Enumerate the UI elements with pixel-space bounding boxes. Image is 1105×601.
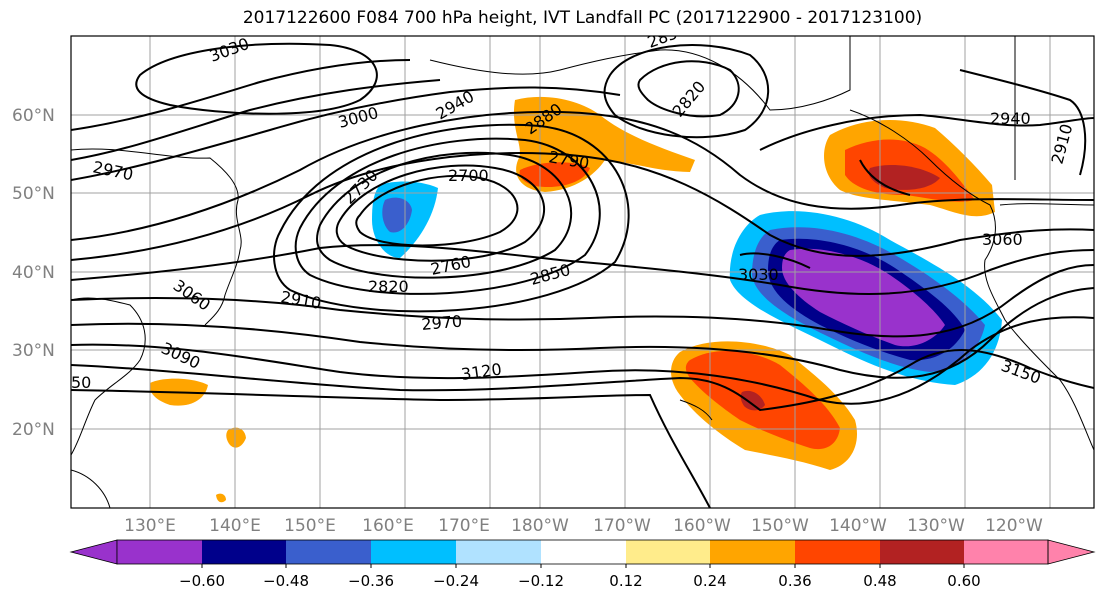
colorbar-segment <box>710 540 795 564</box>
map-frame <box>70 35 1095 509</box>
colorbar-segment <box>541 540 626 564</box>
lat-label: 30°N <box>12 341 55 361</box>
colorbar-extend-right <box>1047 539 1096 565</box>
lon-label: 120°W <box>985 516 1043 536</box>
lon-label: 180°W <box>511 516 569 536</box>
colorbar-segment <box>795 540 880 564</box>
lat-label: 50°N <box>12 184 55 204</box>
ivt-shading <box>149 96 1002 503</box>
colorbar-tick: 0.12 <box>609 572 642 590</box>
contour-label: 2940 <box>990 109 1031 128</box>
lon-label: 150°W <box>751 516 809 536</box>
colorbar-segment <box>964 540 1048 564</box>
colorbar-segment <box>286 540 371 564</box>
shade-hawaii-red <box>685 350 840 450</box>
colorbar-tick: 0.48 <box>863 572 896 590</box>
lat-label: 40°N <box>12 263 55 283</box>
colorbar-segment <box>456 540 541 564</box>
lon-label: 170°E <box>438 516 490 536</box>
colorbar-segment <box>626 540 710 564</box>
colorbar-segment <box>117 540 202 564</box>
lon-label: 140°W <box>829 516 887 536</box>
latitude-labels: 60°N 50°N 40°N 30°N 20°N <box>12 106 55 440</box>
colorbar-tick: 0.24 <box>693 572 726 590</box>
lon-label: 160°W <box>673 516 731 536</box>
shade-west-tiny <box>216 493 226 503</box>
colorbar-tick: −0.24 <box>433 572 479 590</box>
colorbar-tick: −0.12 <box>518 572 564 590</box>
map-title: 2017122600 F084 700 hPa height, IVT Land… <box>242 8 923 28</box>
contour-label: 2820 <box>368 277 409 296</box>
lat-label: 60°N <box>12 106 55 126</box>
coastlines <box>71 36 1094 508</box>
contour-label: 50 <box>71 373 91 392</box>
shade-west-small <box>226 427 246 448</box>
longitude-labels: 130°E 140°E 150°E 160°E 170°E 180°W 170°… <box>124 516 1043 536</box>
lat-label: 20°N <box>12 420 55 440</box>
colorbar-tick: −0.48 <box>263 572 309 590</box>
colorbar-tick: −0.36 <box>348 572 394 590</box>
contour-label: 2970 <box>421 312 463 334</box>
colorbar-tick: −0.60 <box>179 572 225 590</box>
shade-neg-purple <box>782 248 945 347</box>
lon-label: 150°E <box>284 516 336 536</box>
lon-label: 130°W <box>907 516 965 536</box>
colorbar-tick: 0.60 <box>947 572 980 590</box>
colorbar: −0.60 −0.48 −0.36 −0.24 −0.12 0.12 0.24 … <box>69 539 1096 590</box>
shade-alaska-red <box>519 162 590 188</box>
contour-label: 3030 <box>738 265 779 284</box>
colorbar-segment <box>202 540 286 564</box>
colorbar-tick: 0.36 <box>778 572 811 590</box>
shade-hawaii-darkred <box>740 390 765 411</box>
height-contours <box>71 42 1094 508</box>
lon-label: 170°W <box>593 516 651 536</box>
lon-label: 140°E <box>209 516 261 536</box>
lon-label: 130°E <box>124 516 176 536</box>
lon-label: 160°E <box>362 516 414 536</box>
contour-label: 2700 <box>448 166 489 185</box>
contour-label: 3060 <box>982 230 1023 249</box>
colorbar-segment <box>880 540 964 564</box>
colorbar-extend-left <box>69 539 118 565</box>
colorbar-segment <box>371 540 456 564</box>
shade-pnw-darkred <box>868 165 940 190</box>
